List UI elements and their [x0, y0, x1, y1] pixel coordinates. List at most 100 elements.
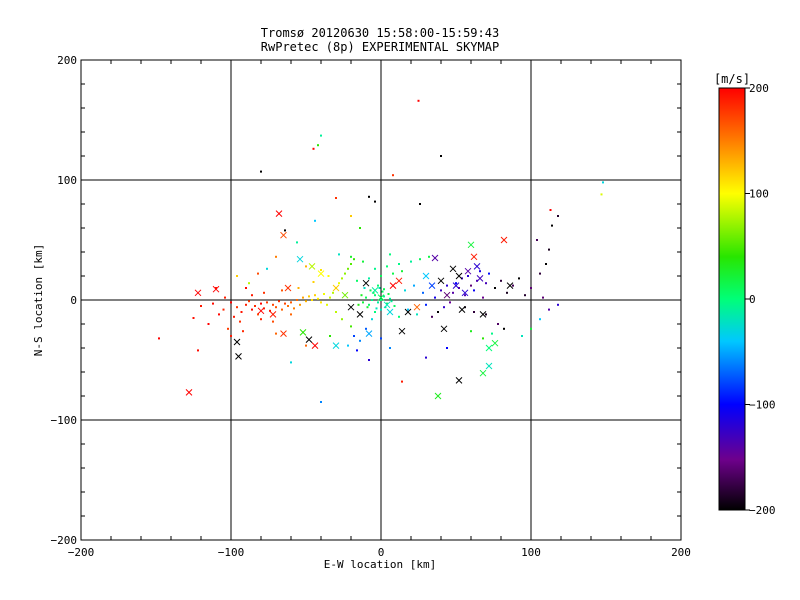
data-point-dot: [491, 332, 493, 335]
data-point-dot: [236, 275, 238, 277]
data-point-x: [467, 241, 475, 249]
data-point-dot: [236, 306, 238, 309]
data-point-dot: [407, 308, 409, 311]
data-point-x: [389, 282, 397, 289]
data-point-dot: [365, 327, 367, 330]
data-point-x-stroke: [389, 282, 397, 289]
data-point-x: [235, 353, 242, 360]
data-point-dot: [371, 318, 373, 321]
data-point-dot: [387, 293, 390, 295]
data-point-x-stroke: [437, 277, 445, 285]
data-point-dot: [530, 327, 532, 330]
data-point-x-stroke: [235, 353, 242, 360]
data-point-dot: [377, 284, 379, 287]
data-point-dot: [312, 281, 315, 283]
data-point-dot: [419, 258, 421, 261]
data-point-dot: [482, 296, 484, 299]
data-point-dot: [398, 315, 400, 318]
data-point-x-stroke: [440, 325, 448, 333]
data-point-x: [365, 330, 373, 337]
data-point-x-stroke: [365, 330, 373, 337]
data-point-dot: [296, 299, 298, 301]
data-point-dot: [266, 267, 268, 270]
data-point-x-stroke: [455, 377, 463, 384]
data-point-dot: [530, 287, 532, 289]
plot-area: −200 −100 0 100 200 −200 −100 0 100 200: [51, 54, 691, 559]
data-point-dot: [380, 308, 382, 311]
data-point-dot: [317, 144, 319, 147]
colorbar: [m/s] 200 100 0 −100 −200: [714, 72, 776, 517]
data-point-x-stroke: [428, 282, 436, 289]
data-point-x: [296, 255, 304, 263]
data-point-dot: [384, 306, 387, 309]
data-point-dot: [369, 289, 372, 292]
data-point-x-stroke: [473, 263, 481, 270]
data-point-dot: [207, 323, 210, 325]
data-point-dot: [347, 267, 349, 270]
data-point-x-stroke: [452, 282, 460, 289]
data-point-dot: [365, 296, 367, 299]
data-point-dot: [245, 287, 247, 289]
data-point-dot: [557, 215, 559, 217]
data-point-dot: [372, 291, 375, 294]
data-point-x: [431, 254, 439, 262]
data-point-dot: [416, 313, 418, 316]
colorbar-tick-label: 0: [749, 293, 756, 306]
data-point-x: [341, 291, 349, 299]
data-point-dot: [260, 318, 262, 321]
data-point-x-stroke: [383, 301, 391, 309]
data-point-dot: [272, 303, 274, 306]
data-point-dot: [332, 291, 334, 294]
data-point-dot: [242, 330, 244, 333]
data-point-x: [269, 311, 277, 318]
data-point-x: [362, 279, 370, 287]
y-tick-label: −200: [51, 534, 78, 547]
data-point-x-stroke: [317, 270, 325, 277]
data-point-x: [347, 303, 355, 311]
data-point-dot: [350, 325, 352, 328]
x-axis-label: E-W location [km]: [324, 558, 437, 571]
data-point-dot: [230, 301, 232, 304]
data-point-dot: [485, 282, 487, 285]
data-point-dot: [305, 265, 307, 268]
data-point-x: [455, 377, 463, 384]
data-point-dot: [386, 302, 388, 305]
data-point-dot: [497, 323, 499, 325]
data-point-dot: [539, 272, 541, 275]
data-point-dot: [404, 289, 406, 292]
data-point-dot: [557, 303, 559, 306]
data-point-dot: [431, 315, 433, 318]
data-point-x-stroke: [284, 284, 292, 292]
data-point-dot: [518, 277, 520, 280]
data-point-dot: [320, 301, 322, 304]
data-point-dot: [350, 215, 352, 217]
data-point-x-stroke: [479, 369, 487, 377]
data-point-x: [257, 307, 265, 315]
data-point-dot: [389, 347, 391, 349]
data-point-x-stroke: [398, 327, 406, 335]
y-tick-label: −100: [51, 414, 78, 427]
data-point-dot: [212, 302, 214, 305]
data-point-x-stroke: [461, 289, 469, 297]
data-point-x-stroke: [464, 267, 472, 275]
data-point-x-stroke: [269, 311, 277, 318]
data-point-x: [473, 263, 481, 270]
data-point-dot: [545, 263, 547, 265]
data-point-dot: [281, 289, 283, 292]
data-point-x-stroke: [311, 342, 319, 349]
data-point-dot: [410, 260, 412, 263]
colorbar-ticks: 200 100 0 −100 −200: [745, 82, 776, 517]
data-point-x-stroke: [377, 294, 385, 301]
data-point-dot: [320, 134, 322, 137]
data-point-dot: [380, 299, 382, 301]
data-point-dot: [281, 308, 283, 311]
y-tick-label: 100: [57, 174, 77, 187]
x-tick-label: 200: [671, 546, 691, 559]
data-point-dot: [192, 317, 195, 319]
data-point-x-stroke: [491, 339, 499, 347]
colorbar-tick-label: 200: [749, 82, 769, 95]
data-point-x: [404, 308, 412, 316]
data-point-dot: [287, 305, 289, 307]
data-point-x-stroke: [296, 255, 304, 263]
data-point-dot: [290, 301, 292, 304]
